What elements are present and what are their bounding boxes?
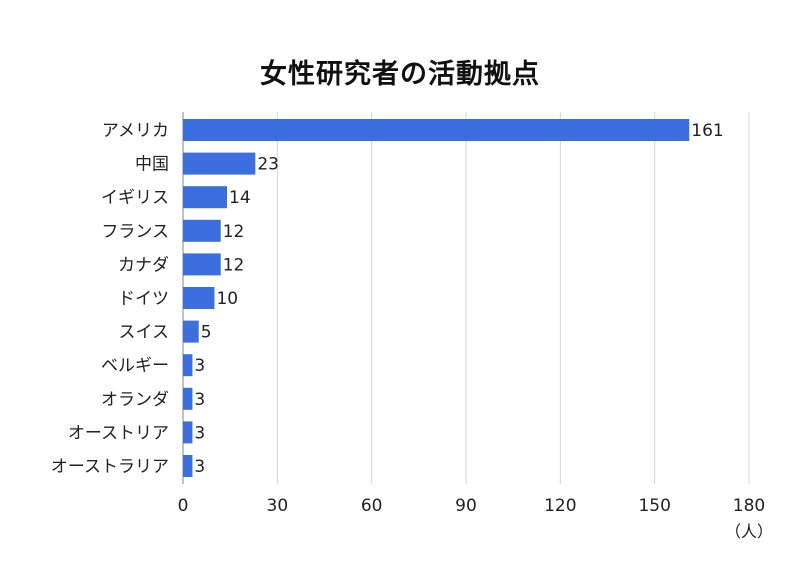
data-label: 23 — [257, 155, 279, 175]
x-axis-unit: （人） — [725, 522, 773, 541]
category-label: ドイツ — [118, 289, 169, 309]
x-tick-label: 60 — [361, 496, 383, 516]
x-tick-label: 30 — [267, 496, 289, 516]
data-label: 3 — [194, 356, 205, 376]
category-label: 中国 — [135, 155, 169, 175]
data-label: 10 — [216, 289, 238, 309]
category-label: カナダ — [118, 255, 169, 275]
category-label: ベルギー — [101, 356, 169, 376]
bar — [183, 119, 690, 141]
bar — [183, 387, 193, 410]
data-label: 12 — [223, 255, 245, 275]
x-tick-label: 180 — [733, 496, 765, 516]
bar — [183, 253, 221, 276]
data-label: 3 — [194, 423, 205, 443]
bar — [183, 320, 199, 343]
category-label: イギリス — [101, 188, 169, 208]
x-tick-label: 150 — [638, 496, 670, 516]
x-tick-label: 120 — [544, 496, 576, 516]
data-label: 3 — [194, 390, 205, 410]
bar — [183, 219, 221, 242]
bar — [183, 186, 228, 209]
bar — [183, 455, 193, 477]
bar — [183, 354, 193, 377]
bar — [183, 152, 256, 175]
category-label: オランダ — [101, 390, 169, 410]
category-label: オーストリア — [68, 423, 169, 443]
bar — [183, 287, 215, 309]
chart-title: 女性研究者の活動拠点 — [260, 59, 540, 90]
category-label: フランス — [101, 222, 169, 242]
data-label: 161 — [691, 121, 723, 141]
bar — [183, 421, 193, 444]
category-label: アメリカ — [102, 121, 169, 141]
data-label: 5 — [201, 323, 212, 343]
data-label: 14 — [229, 188, 251, 208]
data-label: 12 — [223, 222, 245, 242]
x-tick-label: 0 — [178, 496, 189, 516]
category-label: スイス — [119, 323, 170, 343]
category-label: オーストラリア — [51, 457, 169, 477]
data-label: 3 — [194, 457, 205, 477]
x-tick-label: 90 — [455, 496, 477, 516]
